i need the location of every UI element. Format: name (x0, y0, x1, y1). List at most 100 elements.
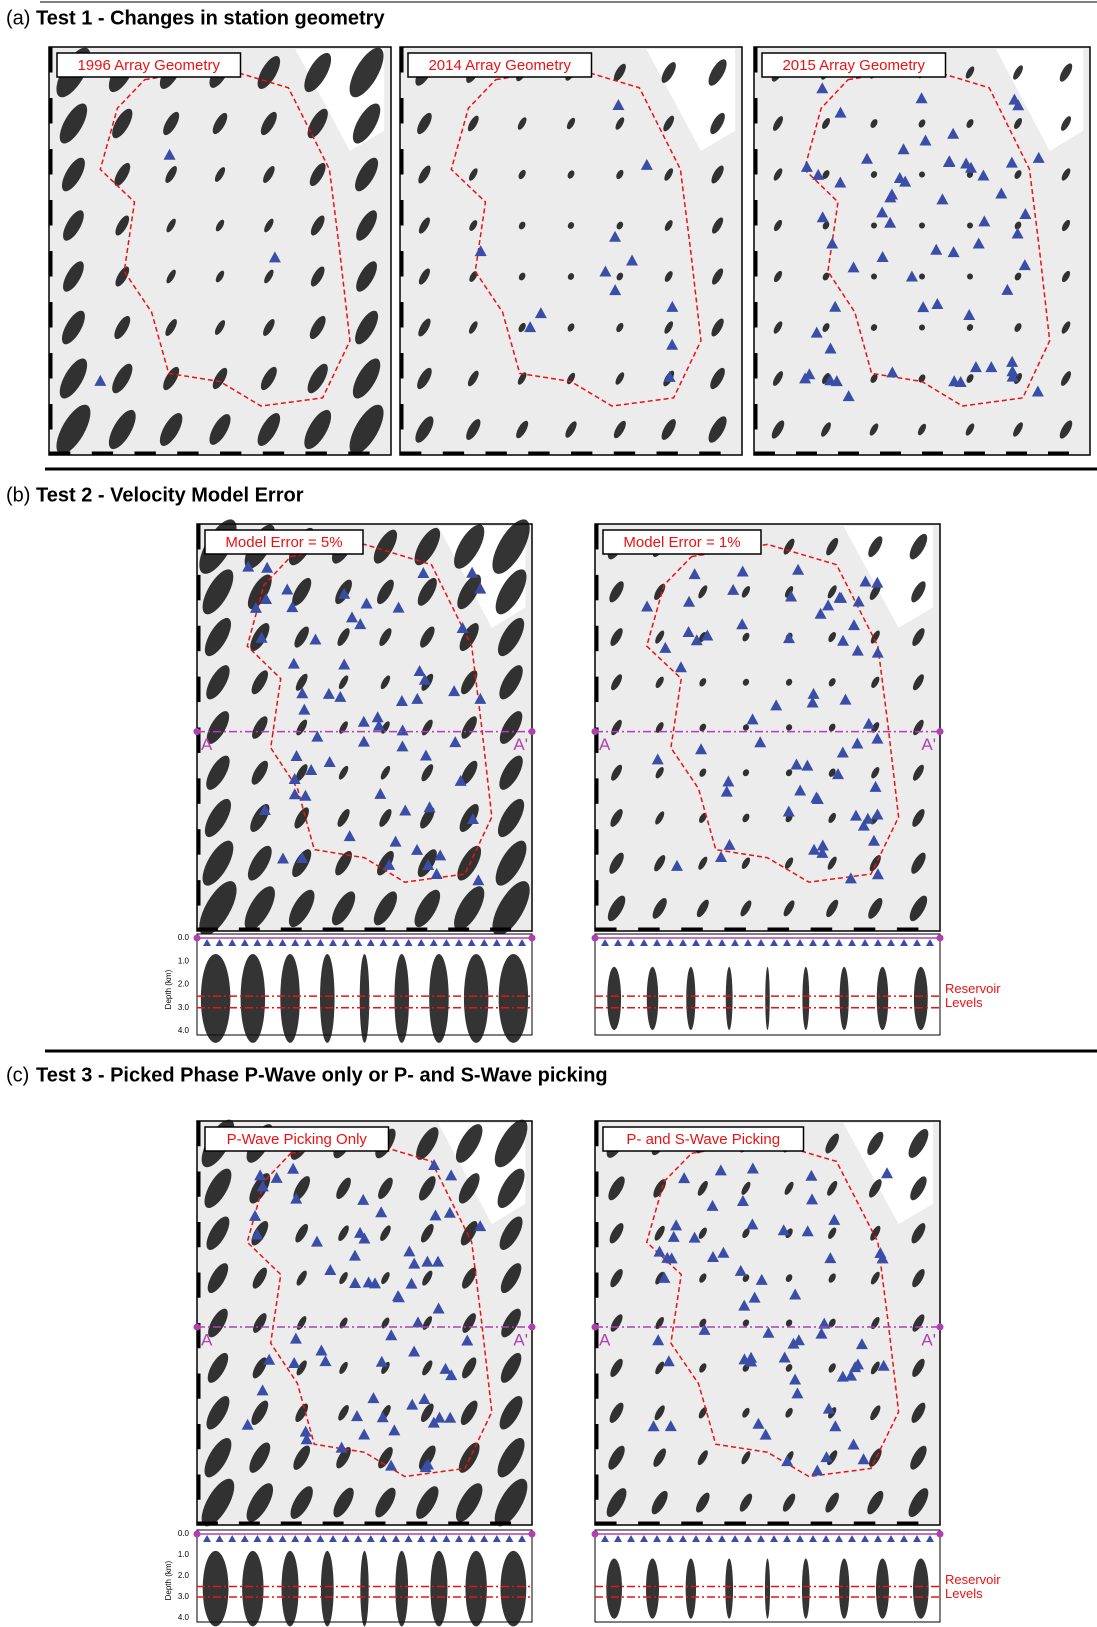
depth-ellipse (726, 967, 733, 1030)
reservoir-label: Reservoir (945, 1572, 1001, 1587)
cross-section-end (592, 1324, 599, 1331)
depth-ellipse (360, 1551, 368, 1626)
depth-ellipse (320, 954, 335, 1043)
depth-ellipse (201, 954, 231, 1043)
depth-ellipse (282, 1551, 299, 1626)
cross-section-start: A (599, 735, 611, 754)
cross-section-end (592, 728, 599, 735)
cross-section-end (937, 1324, 944, 1331)
section-label: (a) (6, 7, 30, 29)
depth-ellipse (500, 1551, 526, 1626)
depth-ellipse (765, 967, 770, 1030)
map-panel: 2015 Array Geometry (754, 47, 1090, 455)
depth-ellipse (914, 967, 928, 1030)
cross-section-start: A (599, 1331, 611, 1350)
map-panel: 2014 Array Geometry (400, 47, 742, 455)
section-title: Test 2 - Velocity Model Error (36, 484, 304, 506)
depth-surface-end (529, 1531, 536, 1538)
depth-surface-end (592, 1531, 599, 1538)
depth-ellipse (465, 1551, 486, 1626)
cross-section-end (194, 1324, 201, 1331)
depth-ellipse (242, 1551, 263, 1626)
map-panel: 1996 Array Geometry (49, 43, 391, 459)
depth-ellipse (686, 967, 695, 1030)
figure: (a) Test 1 - Changes in station geometry 1… (0, 0, 1097, 1627)
depth-tick-label: 1.0 (178, 956, 190, 965)
depth-ellipse (876, 1558, 889, 1618)
depth-tick-label: 2.0 (178, 980, 190, 989)
cross-section-start: A (201, 735, 213, 754)
cross-section-end-label: A' (513, 735, 528, 754)
cross-section-end-label: A' (513, 1331, 528, 1350)
panel-label: 2015 Array Geometry (782, 57, 925, 74)
cross-section-end-label: A' (921, 1331, 936, 1350)
depth-ellipse (203, 1551, 229, 1626)
reservoir-label: Levels (945, 1586, 983, 1601)
depth-tick-label: 2.0 (178, 1571, 190, 1580)
depth-ellipse (839, 1558, 849, 1618)
depth-tick-label: 4.0 (178, 1613, 190, 1622)
depth-ellipse (802, 1558, 810, 1618)
cross-section-end (529, 1324, 536, 1331)
depth-ellipse (607, 967, 621, 1030)
depth-surface-end (529, 935, 536, 942)
panel-label: P- and S-Wave Picking (626, 1131, 780, 1148)
depth-ellipse (646, 1558, 659, 1618)
depth-ellipse (395, 1551, 408, 1626)
depth-surface-end (937, 1531, 944, 1538)
depth-ellipse (464, 954, 489, 1043)
reservoir-label: Levels (945, 995, 983, 1010)
cross-section-end (529, 728, 536, 735)
map-panel: Model Error = 5% A A' (192, 514, 537, 941)
section-label: (c) (6, 1064, 29, 1086)
depth-ellipse (913, 1558, 929, 1618)
depth-tick-label: 3.0 (178, 1592, 190, 1601)
panel-label: Model Error = 1% (623, 534, 740, 551)
depth-ellipse (499, 954, 529, 1043)
depth-ellipse (840, 967, 849, 1030)
panel-label: 1996 Array Geometry (77, 57, 220, 74)
depth-ellipse (360, 954, 370, 1043)
map-panel: P- and S-Wave Picking A A' (592, 1121, 944, 1525)
depth-axis-label: Depth (km) (164, 969, 173, 1009)
map-panel: Model Error = 1% A A' (592, 524, 944, 931)
cross-section-start: A (201, 1331, 213, 1350)
depth-ellipse (280, 954, 300, 1043)
panel-label: P-Wave Picking Only (227, 1131, 368, 1148)
section-title: Test 3 - Picked Phase P-Wave only or P- … (36, 1064, 608, 1086)
depth-ellipse (606, 1558, 622, 1618)
depth-ellipse (765, 1558, 770, 1618)
map-panel: P-Wave Picking Only A A' (194, 1115, 536, 1531)
depth-ellipse (725, 1558, 733, 1618)
depth-ellipse (394, 954, 409, 1043)
depth-section: ReservoirLevels (592, 1530, 1002, 1622)
depth-ellipse (429, 954, 449, 1043)
panel-label: 2014 Array Geometry (428, 57, 571, 74)
reservoir-label: Reservoir (945, 981, 1001, 996)
depth-axis-label: Depth (km) (164, 1560, 173, 1600)
depth-ellipse (241, 954, 266, 1043)
depth-ellipse (877, 967, 889, 1030)
cross-section-end (194, 728, 201, 735)
depth-tick-label: 0.0 (178, 933, 190, 942)
cross-section-end (937, 728, 944, 735)
depth-tick-label: 3.0 (178, 1003, 190, 1012)
depth-ellipse (647, 967, 659, 1030)
depth-ellipse (430, 1551, 447, 1626)
depth-surface-end (194, 935, 201, 942)
depth-surface-end (194, 1531, 201, 1538)
depth-surface-end (937, 935, 944, 942)
depth-ellipse (321, 1551, 334, 1626)
panel-label: Model Error = 5% (225, 534, 342, 551)
depth-ellipse (686, 1558, 696, 1618)
depth-surface-end (592, 935, 599, 942)
depth-tick-label: 1.0 (178, 1550, 190, 1559)
depth-section: 0.0 1.0 2.0 3.0 4.0 Depth (km) (164, 933, 535, 1043)
depth-tick-label: 0.0 (178, 1529, 190, 1538)
depth-ellipse (802, 967, 809, 1030)
depth-section: ReservoirLevels (592, 934, 1002, 1035)
section-label: (b) (6, 484, 30, 506)
section-title: Test 1 - Changes in station geometry (36, 7, 385, 29)
depth-tick-label: 4.0 (178, 1026, 190, 1035)
cross-section-end-label: A' (921, 735, 936, 754)
